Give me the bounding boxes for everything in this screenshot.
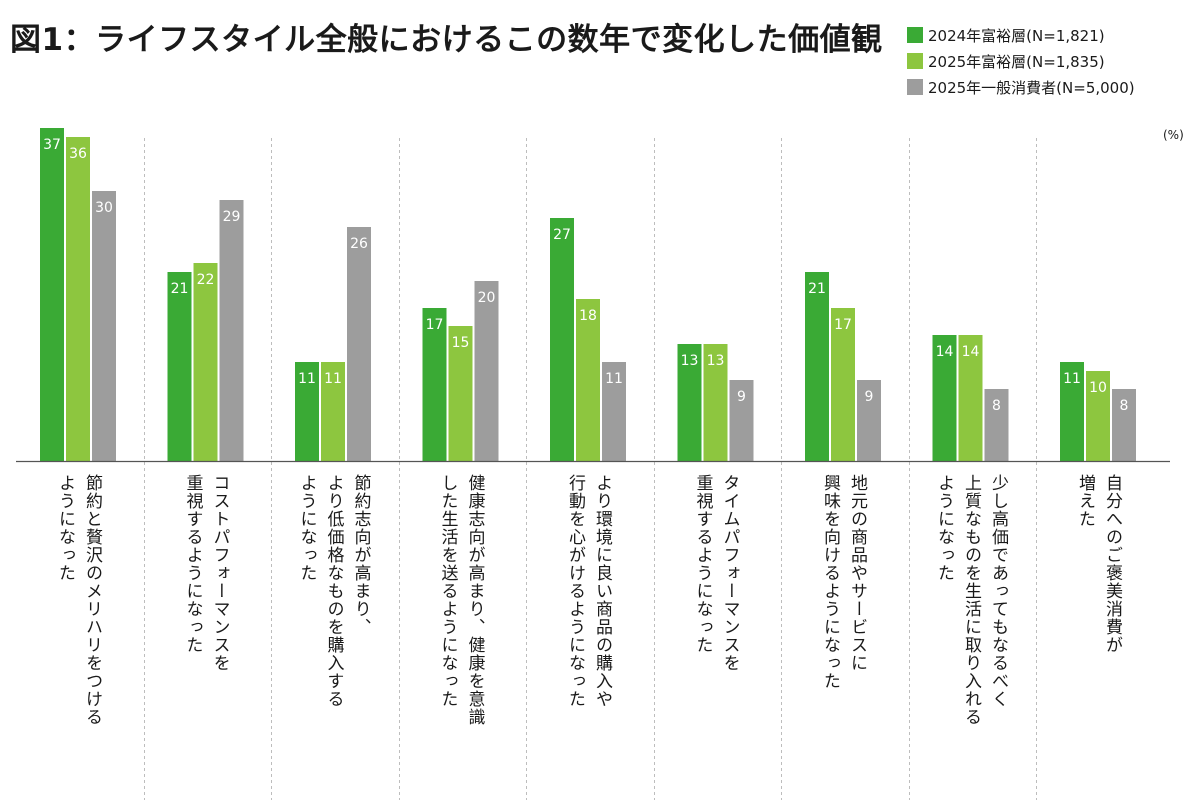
bar-value-label: 37: [43, 137, 61, 153]
category-label: 健康志向が高まり、健康を意識 した生活を送るようになった: [437, 474, 485, 726]
category-label: 節約と贅沢のメリハリをつける ようになった: [55, 474, 102, 726]
bar: [958, 335, 983, 461]
category-label: 少し高価であってもなるべく 上質なものを生活に取り入れる ようになった: [934, 474, 1008, 726]
bar-value-label: 17: [426, 317, 444, 333]
legend-swatch-2024-wealthy: [907, 27, 923, 43]
bar: [677, 344, 702, 461]
bar-value-label: 11: [298, 371, 316, 387]
category-label: コストパフォーマンスを 重視するようになった: [182, 474, 230, 672]
bar-value-label: 20: [478, 290, 496, 306]
bar: [1086, 371, 1110, 461]
bar: [550, 218, 574, 461]
category-label: 地元の商品やサービスに 興味を向けるようになった: [820, 474, 867, 690]
bar: [857, 380, 881, 461]
bar: [831, 308, 855, 461]
legend-swatch-2025-general: [907, 79, 923, 95]
bar-value-label: 8: [1120, 398, 1129, 414]
chart-title: 図1：ライフスタイル全般におけるこの数年で変化した価値観: [10, 22, 883, 58]
bar: [474, 281, 499, 461]
legend-swatch-2025-wealthy: [907, 53, 923, 69]
bar-value-label: 14: [936, 344, 954, 360]
bar: [1060, 362, 1084, 461]
bar-value-label: 15: [452, 335, 470, 351]
bar-value-label: 14: [962, 344, 980, 360]
bar: [321, 362, 345, 461]
legend-label-2025-general: 2025年一般消費者(N=5,000): [928, 78, 1135, 97]
bar-value-label: 13: [681, 353, 699, 369]
bar-value-label: 22: [197, 272, 215, 288]
bar-value-label: 36: [69, 146, 87, 162]
bar: [295, 362, 319, 461]
bar-value-label: 21: [171, 281, 189, 297]
bar: [602, 362, 626, 461]
bar: [729, 380, 754, 461]
bar-value-label: 11: [1063, 371, 1081, 387]
bar: [576, 299, 600, 461]
legend-label-2025-wealthy: 2025年富裕層(N=1,835): [928, 52, 1105, 71]
category-label: より環境に良い商品の購入や 行動を心がけるようになった: [565, 474, 612, 708]
bar-value-label: 29: [223, 209, 241, 225]
bar-value-label: 9: [865, 389, 874, 405]
bar: [40, 128, 64, 461]
bar-value-label: 17: [834, 317, 852, 333]
bar-value-label: 9: [737, 389, 746, 405]
legend: 2024年富裕層(N=1,821) 2025年富裕層(N=1,835) 2025…: [907, 22, 1135, 100]
bar: [805, 272, 829, 461]
legend-item-2025-general: 2025年一般消費者(N=5,000): [907, 74, 1135, 100]
bar-value-label: 21: [808, 281, 826, 297]
bar: [167, 272, 192, 461]
bar-value-label: 10: [1089, 380, 1107, 396]
legend-item-2025-wealthy: 2025年富裕層(N=1,835): [907, 48, 1135, 74]
bar: [448, 326, 473, 461]
legend-label-2024-wealthy: 2024年富裕層(N=1,821): [928, 26, 1105, 45]
unit-label: (%): [1163, 128, 1184, 142]
bar: [193, 263, 218, 461]
category-label: タイムパフォーマンスを 重視するようになった: [692, 474, 740, 672]
bar: [1112, 389, 1136, 461]
bar-value-label: 13: [707, 353, 725, 369]
bar: [932, 335, 957, 461]
bar-value-label: 11: [605, 371, 623, 387]
category-label: 自分へのご褒美消費が 増えた: [1075, 474, 1122, 654]
bar: [703, 344, 728, 461]
bar-value-label: 27: [553, 227, 571, 243]
bar-value-label: 8: [992, 398, 1001, 414]
bar-value-label: 18: [579, 308, 597, 324]
bar: [66, 137, 90, 461]
bar-value-label: 30: [95, 200, 113, 216]
bar-value-label: 26: [350, 236, 368, 252]
bar: [92, 191, 116, 461]
bar: [219, 200, 244, 461]
category-label: 節約志向が高まり、 より低価格なものを購入する ようになった: [296, 474, 371, 708]
bar: [347, 227, 371, 461]
bar: [984, 389, 1009, 461]
bar-value-label: 11: [324, 371, 342, 387]
legend-item-2024-wealthy: 2024年富裕層(N=1,821): [907, 22, 1135, 48]
bar: [422, 308, 447, 461]
